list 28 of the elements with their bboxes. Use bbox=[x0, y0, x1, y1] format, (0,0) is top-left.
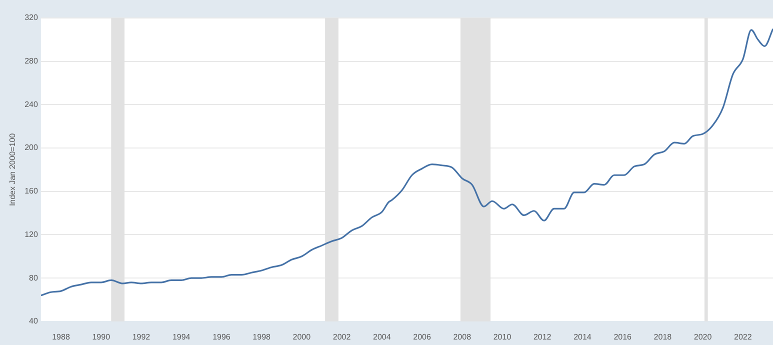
x-tick-label: 2008 bbox=[453, 332, 472, 342]
y-tick-label: 320 bbox=[24, 13, 38, 22]
y-tick-label: 120 bbox=[24, 230, 38, 239]
x-tick-label: 2014 bbox=[574, 332, 592, 342]
x-tick-label: 2012 bbox=[533, 332, 552, 342]
y-axis-title: Index Jan 2000=100 bbox=[8, 132, 18, 206]
y-tick-label: 80 bbox=[29, 273, 38, 282]
x-tick-label: 2006 bbox=[413, 332, 432, 342]
x-tick-label: 2018 bbox=[654, 332, 672, 342]
x-tick-label: 1988 bbox=[52, 332, 70, 342]
x-tick-label: 2016 bbox=[614, 332, 632, 342]
x-tick-label: 2000 bbox=[292, 332, 312, 342]
x-tick-label: 1998 bbox=[252, 332, 272, 342]
x-tick-label: 2022 bbox=[734, 332, 752, 342]
y-tick-label: 240 bbox=[24, 100, 38, 109]
x-tick-label: 1990 bbox=[92, 332, 111, 342]
x-tick-label: 2020 bbox=[694, 332, 712, 342]
x-tick-label: 1996 bbox=[212, 332, 231, 342]
x-tick-label: 1992 bbox=[132, 332, 151, 342]
y-tick-label: 280 bbox=[24, 56, 38, 66]
line-series bbox=[40, 28, 773, 296]
y-tick-label: 40 bbox=[29, 316, 38, 326]
y-tick-label: 200 bbox=[24, 143, 38, 152]
x-tick-label: 2002 bbox=[332, 332, 352, 342]
x-tick-label: 2004 bbox=[373, 332, 392, 342]
y-tick-label: 160 bbox=[24, 186, 38, 196]
x-tick-label: 2010 bbox=[493, 332, 512, 342]
x-tick-label: 1994 bbox=[172, 332, 191, 342]
